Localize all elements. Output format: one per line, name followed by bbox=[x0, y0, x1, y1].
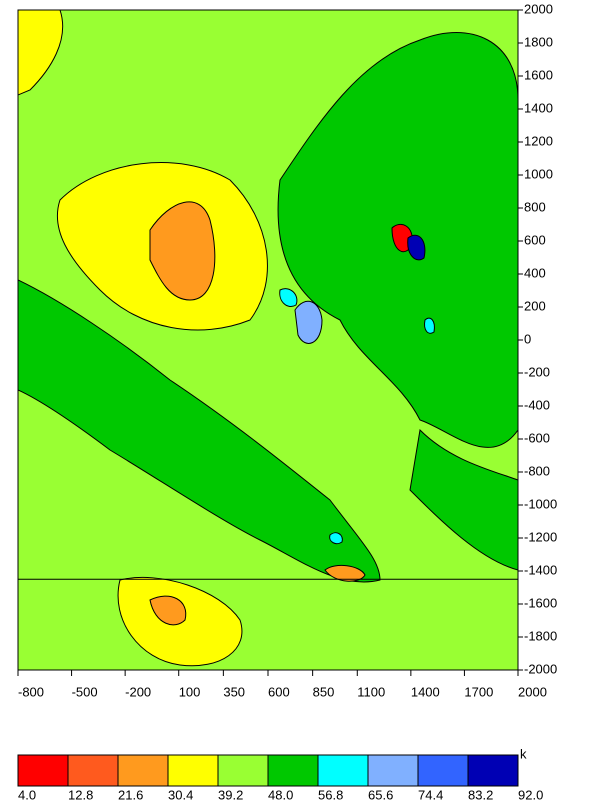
y-tick-label: 0 bbox=[524, 331, 531, 346]
colorbar-label: 56.8 bbox=[318, 787, 343, 802]
y-tick-label: -1600 bbox=[524, 595, 557, 610]
colorbar-label: 74.4 bbox=[418, 787, 443, 802]
colorbar-label: 65.6 bbox=[368, 787, 393, 802]
colorbar-swatch bbox=[217, 754, 269, 787]
y-tick-label: 1000 bbox=[524, 166, 553, 181]
x-tick-label: 1400 bbox=[411, 684, 440, 699]
contour-region bbox=[18, 10, 64, 96]
y-tick-label: 800 bbox=[524, 199, 546, 214]
y-tick-label: 1400 bbox=[524, 100, 553, 115]
contour-region bbox=[279, 288, 298, 307]
colorbar-label: 92.0 bbox=[518, 787, 543, 802]
colorbar-label: 48.0 bbox=[268, 787, 293, 802]
x-tick-label: -800 bbox=[18, 684, 44, 699]
colorbar-swatch bbox=[267, 754, 319, 787]
contour-region bbox=[329, 532, 343, 545]
y-tick-label: 1600 bbox=[524, 67, 553, 82]
x-tick-label: 600 bbox=[268, 684, 290, 699]
y-tick-label: -2000 bbox=[524, 661, 557, 676]
colorbar-swatch bbox=[467, 754, 519, 787]
contour-region bbox=[149, 595, 187, 626]
x-tick-label: 1700 bbox=[464, 684, 493, 699]
x-tick-label: 850 bbox=[313, 684, 335, 699]
y-tick-label: 400 bbox=[524, 265, 546, 280]
colorbar-label: 39.2 bbox=[218, 787, 243, 802]
y-tick-label: -1400 bbox=[524, 562, 557, 577]
y-tick-label: -1200 bbox=[524, 529, 557, 544]
colorbar-swatch bbox=[367, 754, 419, 787]
colorbar-label: 12.8 bbox=[68, 787, 93, 802]
y-tick-label: 200 bbox=[524, 298, 546, 313]
colorbar-label: 83.2 bbox=[468, 787, 493, 802]
contour-region bbox=[324, 564, 366, 582]
contour-field bbox=[18, 10, 518, 670]
y-tick-label: -400 bbox=[524, 397, 550, 412]
colorbar-label: 4.0 bbox=[18, 787, 36, 802]
contour-region bbox=[424, 317, 435, 334]
colorbar-swatch bbox=[67, 754, 119, 787]
colorbar-swatch bbox=[417, 754, 469, 787]
y-tick-label: -600 bbox=[524, 430, 550, 445]
y-tick-label: 2000 bbox=[524, 1, 553, 16]
contour-region bbox=[149, 201, 216, 301]
colorbar-unit: k bbox=[520, 746, 527, 761]
contour-region bbox=[18, 279, 381, 583]
colorbar-swatch bbox=[117, 754, 169, 787]
y-tick-label: -1800 bbox=[524, 628, 557, 643]
y-tick-label: 600 bbox=[524, 232, 546, 247]
x-tick-label: 2000 bbox=[518, 684, 547, 699]
x-tick-label: 1100 bbox=[357, 684, 385, 699]
y-tick-label: -800 bbox=[524, 463, 550, 478]
x-tick-label: 350 bbox=[223, 684, 245, 699]
colorbar-swatch bbox=[167, 754, 219, 787]
colorbar-label: 30.4 bbox=[168, 787, 193, 802]
colorbar-label: 21.6 bbox=[118, 787, 143, 802]
y-tick-label: 1800 bbox=[524, 34, 553, 49]
contour-region bbox=[407, 234, 426, 261]
x-tick-label: -200 bbox=[125, 684, 151, 699]
colorbar-swatch bbox=[17, 754, 69, 787]
x-tick-label: 100 bbox=[179, 684, 201, 699]
contour-region bbox=[294, 300, 323, 344]
colorbar-swatch bbox=[317, 754, 369, 787]
y-tick-label: -200 bbox=[524, 364, 550, 379]
y-tick-label: -1000 bbox=[524, 496, 557, 511]
y-tick-label: 1200 bbox=[524, 133, 553, 148]
x-tick-label: -500 bbox=[72, 684, 98, 699]
